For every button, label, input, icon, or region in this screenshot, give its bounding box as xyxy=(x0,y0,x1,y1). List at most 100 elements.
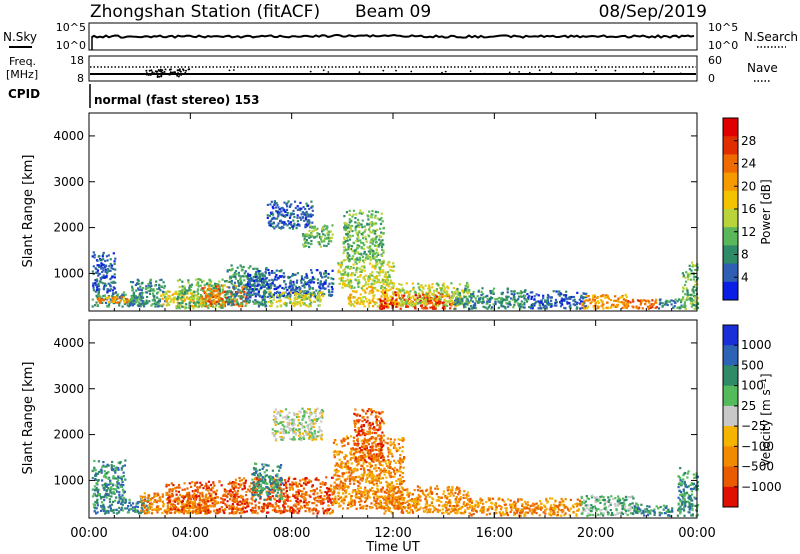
range-cell xyxy=(435,288,438,291)
range-cell xyxy=(104,282,107,285)
range-cell xyxy=(280,293,283,296)
range-cell xyxy=(305,304,308,307)
range-cell xyxy=(347,223,350,227)
range-cell xyxy=(122,484,125,487)
range-cell xyxy=(360,212,363,215)
range-cell xyxy=(625,305,628,308)
range-cell xyxy=(364,238,367,241)
range-cell xyxy=(283,201,286,204)
range-cell xyxy=(647,307,650,310)
range-cell xyxy=(481,293,485,296)
range-cell xyxy=(161,305,164,308)
range-cell xyxy=(665,300,668,303)
range-cell xyxy=(386,263,389,266)
range-cell xyxy=(385,276,388,279)
range-cell xyxy=(121,494,124,497)
range-cell xyxy=(507,305,510,308)
range-cell xyxy=(292,504,295,507)
range-cell xyxy=(384,273,387,276)
range-cell xyxy=(202,302,205,305)
range-cell xyxy=(373,244,377,247)
range-cell xyxy=(466,283,469,286)
range-cell xyxy=(688,268,691,271)
range-cell xyxy=(157,493,160,497)
range-cell xyxy=(253,282,256,285)
range-cell xyxy=(188,306,191,309)
range-cell xyxy=(210,288,213,291)
range-cell xyxy=(547,295,550,298)
range-cell xyxy=(353,273,356,277)
range-cell xyxy=(142,300,145,303)
range-cell xyxy=(389,269,392,272)
range-cell xyxy=(191,304,194,307)
range-cell xyxy=(153,297,156,300)
range-cell xyxy=(110,486,113,489)
range-cell xyxy=(107,282,110,285)
range-cell xyxy=(275,278,278,281)
range-cell xyxy=(255,302,258,305)
range-cell xyxy=(236,266,239,269)
range-cell xyxy=(682,274,685,277)
range-cell xyxy=(530,297,533,300)
range-cell xyxy=(197,495,200,498)
range-cell xyxy=(367,254,370,257)
range-cell xyxy=(328,282,331,285)
range-cell xyxy=(153,495,156,498)
range-cell xyxy=(193,490,196,493)
range-cell xyxy=(139,288,142,291)
range-cell xyxy=(112,286,115,289)
range-cell xyxy=(292,209,295,212)
range-cell xyxy=(427,292,430,295)
range-cell xyxy=(424,305,427,308)
range-cell xyxy=(524,298,527,301)
range-cell xyxy=(120,468,123,471)
range-cell xyxy=(103,465,106,468)
range-cell xyxy=(533,295,536,298)
range-cell xyxy=(183,510,186,513)
range-cell xyxy=(176,297,179,300)
range-cell xyxy=(205,506,208,509)
range-cell xyxy=(169,508,172,511)
range-cell xyxy=(354,260,357,264)
range-cell xyxy=(284,283,287,286)
range-cell xyxy=(317,282,320,285)
range-cell xyxy=(107,483,110,486)
range-cell xyxy=(606,301,609,304)
range-cell xyxy=(168,290,171,293)
range-cell xyxy=(292,288,295,291)
range-cell xyxy=(367,215,370,218)
range-cell xyxy=(140,295,143,298)
range-cell xyxy=(309,224,312,227)
range-cell xyxy=(514,299,517,302)
range-cell xyxy=(327,276,330,279)
range-cell xyxy=(254,267,257,270)
range-cell xyxy=(180,511,183,514)
nave-point xyxy=(595,69,597,72)
range-cell xyxy=(305,213,308,216)
range-cell xyxy=(365,300,368,303)
range-cell xyxy=(105,274,108,278)
range-cell xyxy=(684,307,687,310)
range-cell xyxy=(156,511,159,514)
range-cell xyxy=(383,291,386,294)
range-cell xyxy=(235,299,239,303)
range-cell xyxy=(201,281,204,284)
range-cell xyxy=(115,508,118,512)
range-cell xyxy=(300,505,303,508)
range-cell xyxy=(228,507,231,510)
range-cell xyxy=(116,481,119,484)
range-cell xyxy=(400,300,403,303)
range-cell xyxy=(369,221,372,224)
range-cell xyxy=(375,275,378,278)
range-cell xyxy=(345,265,348,269)
range-cell xyxy=(469,295,472,298)
y-tick-label: 1000 xyxy=(53,266,84,280)
range-cell xyxy=(518,292,521,295)
range-cell xyxy=(350,267,353,270)
range-cell xyxy=(381,293,384,296)
range-cell xyxy=(364,274,367,277)
range-cell xyxy=(350,224,353,228)
range-cell xyxy=(210,496,213,499)
range-cell xyxy=(205,510,208,513)
